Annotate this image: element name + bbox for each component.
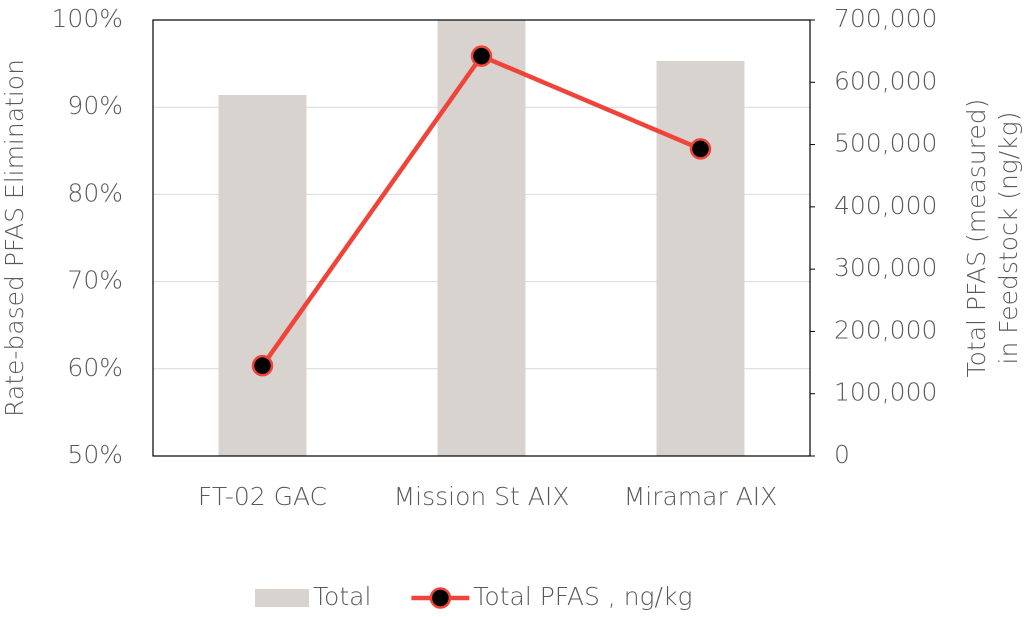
x-tick-label: Miramar AIX — [624, 482, 778, 511]
y-tick-label: 50% — [67, 440, 123, 469]
plot-frame — [152, 19, 811, 457]
legend-swatch — [255, 589, 309, 607]
legend-label: Total — [313, 582, 371, 611]
y2-tick-label: 0 — [834, 440, 850, 469]
y-tick-label: 100% — [52, 4, 123, 33]
y2-axis-title: in Feedstock (ng/kg) — [994, 112, 1023, 365]
y-tick-label: 60% — [67, 353, 123, 382]
y2-tick-label: 400,000 — [834, 191, 937, 220]
bar — [437, 20, 526, 456]
y2-axis-title: Total PFAS (measured) — [962, 99, 991, 378]
y-tick-label: 70% — [67, 266, 123, 295]
legend-label: Total PFAS , ng/kg — [473, 582, 692, 611]
point — [470, 45, 493, 67]
point — [689, 138, 712, 160]
legend-marker — [429, 587, 452, 609]
y2-tick-label: 600,000 — [834, 66, 937, 95]
x-tick-label: FT-02 GAC — [198, 482, 327, 511]
y2-tick-label: 700,000 — [834, 4, 937, 33]
y-axis-title: Rate-based PFAS Elimination — [0, 59, 29, 417]
y-tick-label: 80% — [67, 178, 123, 207]
y2-tick-label: 200,000 — [834, 315, 937, 344]
point — [251, 354, 274, 377]
y2-tick-label: 300,000 — [834, 253, 937, 282]
y2-tick-label: 500,000 — [834, 129, 937, 158]
y2-tick-label: 100,000 — [834, 378, 937, 407]
bar — [218, 94, 307, 456]
bar — [656, 60, 745, 456]
y-tick-label: 90% — [67, 91, 123, 120]
x-tick-label: Mission St AIX — [394, 482, 570, 511]
